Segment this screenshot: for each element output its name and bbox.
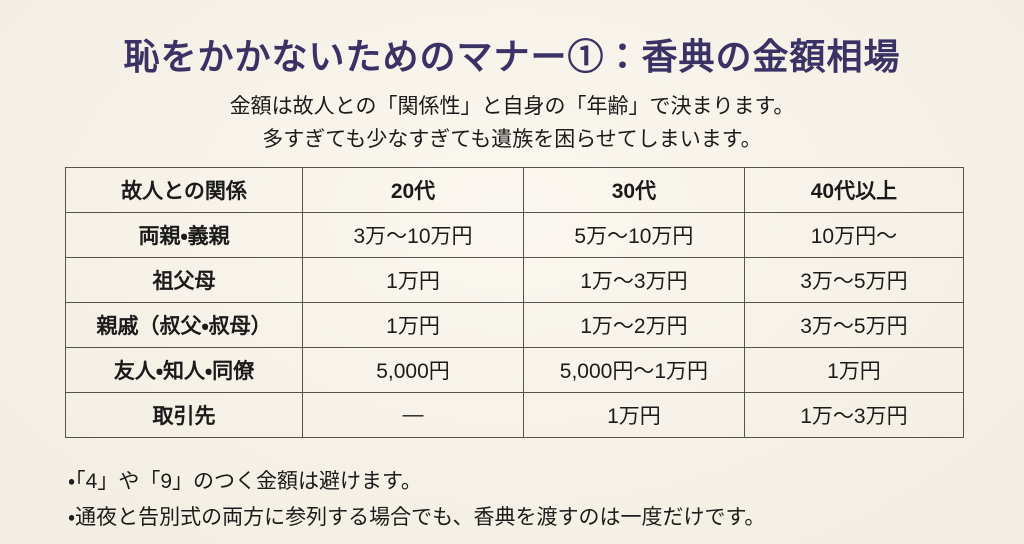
amount-cell: 1万円 <box>302 257 524 303</box>
amount-cell: 5,000円〜1万円 <box>522 347 745 393</box>
subtitle-line-2: 多すぎても少なすぎても遺族を困らせてしまいます。 <box>262 128 762 151</box>
subtitle-line-1: 金額は故人との「関係性」と自身の「年齢」で決まります。 <box>229 95 795 118</box>
amount-cell: 3万〜5万円 <box>743 302 965 348</box>
column-header-20s: 20代 <box>302 167 524 213</box>
amount-cell: 1万〜3万円 <box>522 257 745 303</box>
footnotes: ・「4」や「9」のつく金額は避けます。 ・通夜と告別式の両方に参列する場合でも、… <box>68 464 765 536</box>
relation-label: 親戚（叔父・叔母） <box>64 302 304 348</box>
amount-cell: 1万〜3万円 <box>743 392 965 438</box>
amount-cell: 5万〜10万円 <box>522 212 745 258</box>
amount-cell: 1万円 <box>522 392 745 438</box>
amount-cell: 3万〜10万円 <box>302 212 524 258</box>
column-header-relation: 故人との関係 <box>64 167 304 213</box>
kouden-amount-table: 故人との関係 20代 30代 40代以上 両親・義親 3万〜10万円 5万〜10… <box>64 167 965 438</box>
table-row-grandparents: 祖父母 1万円 1万〜3万円 3万〜5万円 <box>64 257 965 303</box>
amount-cell: 1万〜2万円 <box>522 302 745 348</box>
relation-label: 両親・義親 <box>64 212 304 258</box>
page-title: 恥をかかないためのマナー①：香典の金額相場 <box>123 37 901 77</box>
table-row-relatives: 親戚（叔父・叔母） 1万円 1万〜2万円 3万〜5万円 <box>64 302 965 348</box>
note-hand-over-once: ・通夜と告別式の両方に参列する場合でも、香典を渡すのは一度だけです。 <box>68 506 766 529</box>
amount-cell: 1万円 <box>743 347 965 393</box>
amount-cell: 1万円 <box>302 302 524 348</box>
relation-label: 祖父母 <box>64 257 304 303</box>
column-header-40s-plus: 40代以上 <box>743 167 965 213</box>
table-row-business: 取引先 ― 1万円 1万〜3万円 <box>64 392 965 438</box>
column-header-30s: 30代 <box>522 167 745 213</box>
amount-cell: ― <box>302 392 524 438</box>
table-header-row: 故人との関係 20代 30代 40代以上 <box>64 167 965 213</box>
table-row-friends: 友人・知人・同僚 5,000円 5,000円〜1万円 1万円 <box>64 347 965 393</box>
amount-cell: 10万円〜 <box>743 212 965 258</box>
table-row-parents: 両親・義親 3万〜10万円 5万〜10万円 10万円〜 <box>64 212 965 258</box>
subtitle: 金額は故人との「関係性」と自身の「年齢」で決まります。 多すぎても少なすぎても遺… <box>0 90 1024 156</box>
amount-cell: 3万〜5万円 <box>743 257 965 303</box>
note-avoid-4-9: ・「4」や「9」のつく金額は避けます。 <box>68 470 422 493</box>
relation-label: 友人・知人・同僚 <box>64 347 304 393</box>
amount-cell: 5,000円 <box>302 347 524 393</box>
relation-label: 取引先 <box>64 392 304 438</box>
